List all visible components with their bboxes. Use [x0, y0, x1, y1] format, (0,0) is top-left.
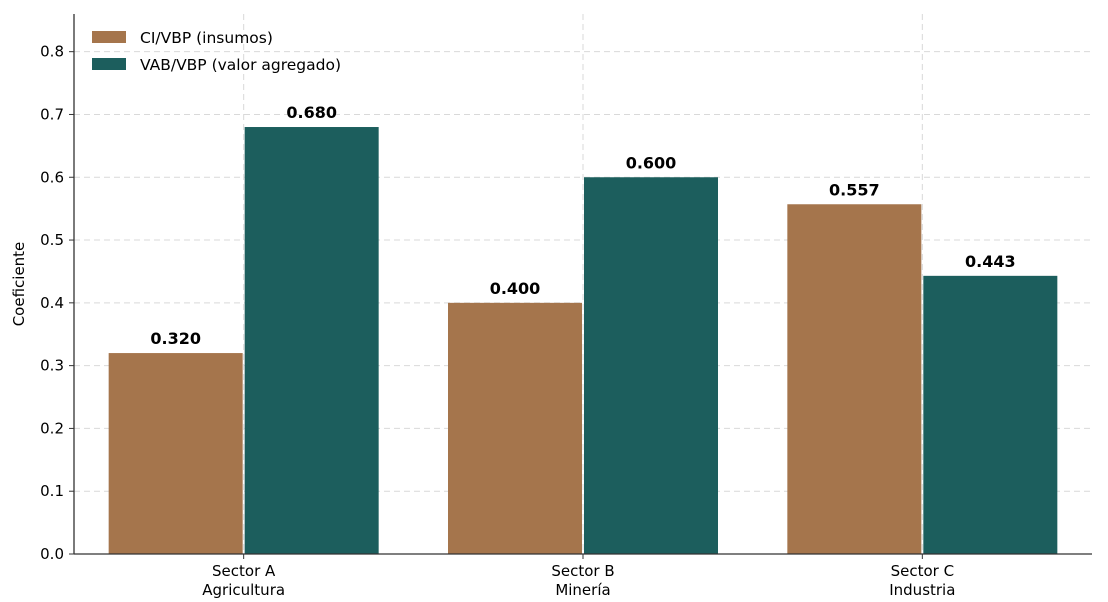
- x-tick-label: Sector B: [551, 562, 614, 580]
- y-axis-title: Coeficiente: [10, 242, 28, 327]
- legend: CI/VBP (insumos) VAB/VBP (valor agregado): [92, 29, 341, 74]
- legend-swatch: [92, 31, 126, 43]
- y-axis-ticks: 0.0 0.1 0.2 0.3 0.4 0.5 0.6 0.7 0.8: [40, 43, 74, 563]
- y-tick-label: 0.5: [40, 231, 64, 249]
- legend-swatch: [92, 58, 126, 70]
- bar-value-label: 0.320: [150, 329, 201, 348]
- bar-vab-vbp: [923, 275, 1058, 554]
- y-tick-label: 0.4: [40, 294, 64, 312]
- data-labels: 0.320 0.680 0.400 0.600 0.557 0.443: [150, 103, 1015, 348]
- bars: [108, 127, 1058, 555]
- x-tick-label: Industria: [889, 581, 955, 599]
- bar-value-label: 0.400: [490, 279, 541, 298]
- x-tick-label: Agricultura: [202, 581, 285, 599]
- bar-vab-vbp: [244, 127, 379, 554]
- bar-ci-vbp: [448, 302, 582, 554]
- bar-vab-vbp: [584, 177, 718, 555]
- x-tick-label: Sector C: [891, 562, 954, 580]
- bar-value-label: 0.680: [286, 103, 337, 122]
- bar-ci-vbp: [108, 353, 243, 554]
- y-tick-label: 0.6: [40, 168, 64, 186]
- legend-label: CI/VBP (insumos): [140, 29, 273, 47]
- bar-value-label: 0.557: [829, 180, 880, 199]
- bar-ci-vbp: [787, 204, 922, 555]
- bar-value-label: 0.443: [965, 252, 1016, 271]
- bar-value-label: 0.600: [626, 153, 677, 172]
- y-tick-label: 0.0: [40, 545, 64, 563]
- y-tick-label: 0.2: [40, 419, 64, 437]
- legend-label: VAB/VBP (valor agregado): [140, 56, 341, 74]
- x-tick-label: Minería: [555, 581, 610, 599]
- y-tick-label: 0.8: [40, 43, 64, 61]
- y-tick-label: 0.3: [40, 357, 64, 375]
- grid-lines: [74, 14, 1092, 555]
- y-tick-label: 0.1: [40, 482, 64, 500]
- y-tick-label: 0.7: [40, 105, 64, 123]
- x-tick-label: Sector A: [212, 562, 276, 580]
